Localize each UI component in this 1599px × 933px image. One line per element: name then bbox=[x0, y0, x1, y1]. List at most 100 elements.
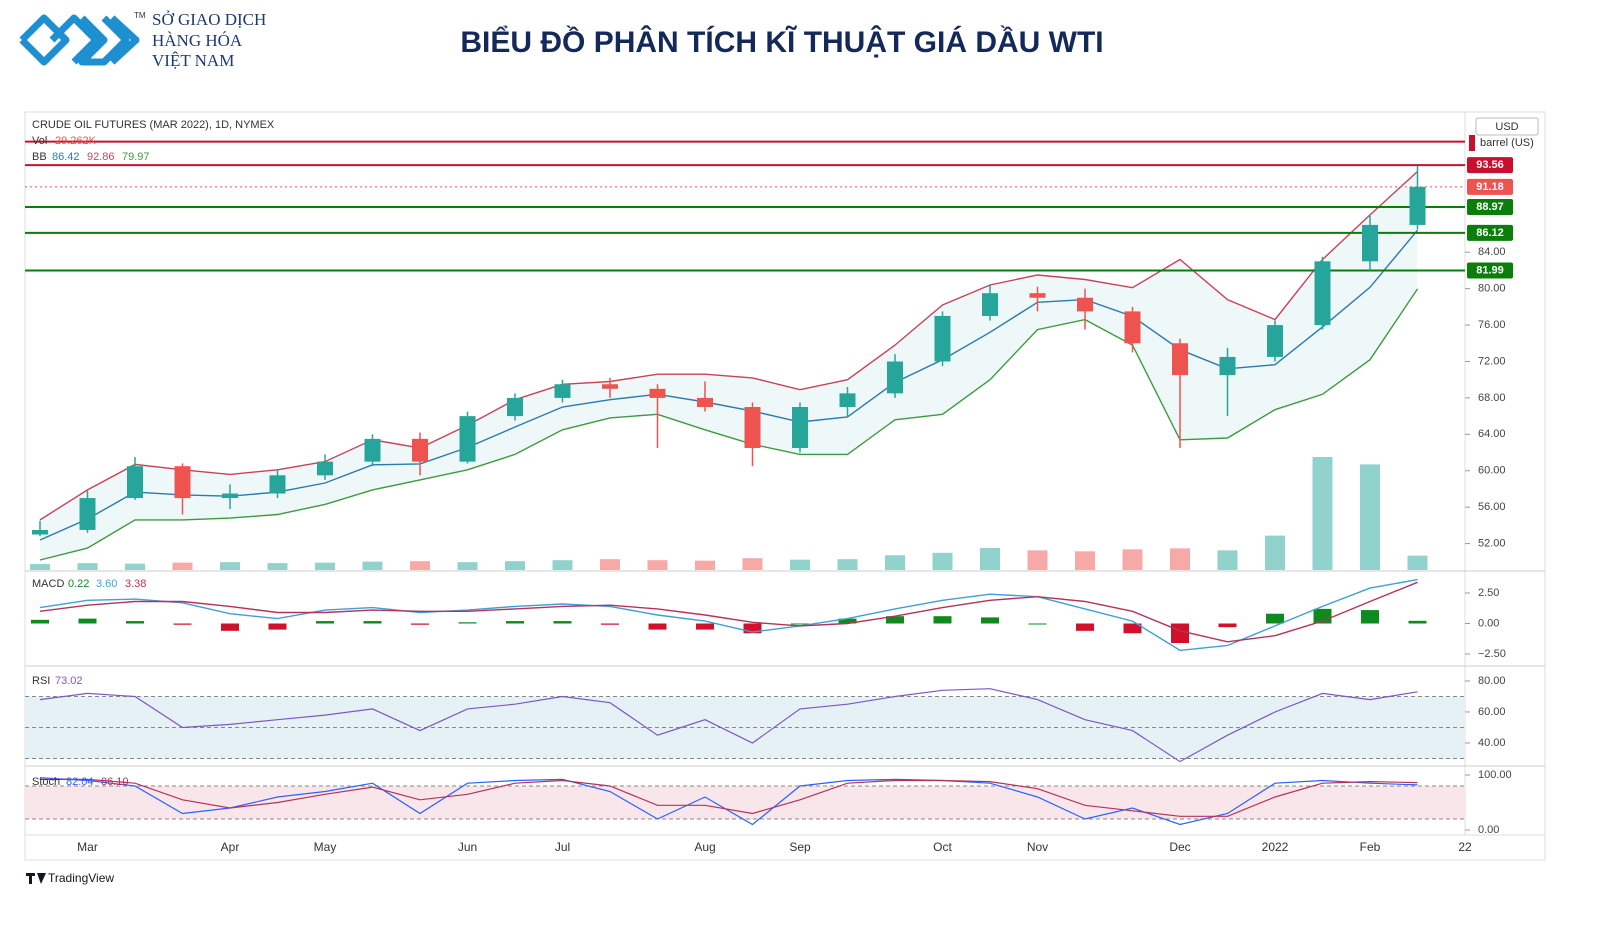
candle-body bbox=[222, 493, 238, 499]
macd-histogram bbox=[1408, 620, 1427, 624]
volume-bar bbox=[1027, 550, 1048, 570]
legend-value: 79.97 bbox=[122, 151, 150, 163]
candle-body bbox=[1172, 343, 1188, 376]
candle-body bbox=[79, 498, 96, 530]
legend-label: MACD bbox=[32, 578, 64, 590]
logo-tm: TM bbox=[134, 11, 146, 20]
y-tick-label: 0.00 bbox=[1478, 824, 1499, 836]
logo-shape bbox=[19, 14, 70, 66]
volume-bar bbox=[932, 552, 953, 570]
x-tick-label: Aug bbox=[694, 840, 715, 854]
macd-histogram bbox=[1266, 613, 1284, 624]
volume-bar bbox=[1265, 535, 1285, 570]
level-label-box bbox=[1467, 198, 1513, 215]
bb-fill bbox=[40, 171, 1418, 560]
unit-marker bbox=[1469, 135, 1475, 151]
volume-bar bbox=[1170, 548, 1190, 570]
level-label-box bbox=[1467, 262, 1513, 279]
macd-histogram bbox=[506, 621, 524, 624]
macd-histogram bbox=[173, 623, 192, 625]
volume-bar bbox=[267, 563, 288, 570]
candle-body bbox=[317, 461, 333, 476]
macd-histogram bbox=[553, 621, 572, 624]
macd-histogram bbox=[696, 623, 714, 630]
macd-histogram bbox=[791, 623, 809, 625]
candle-body bbox=[1124, 311, 1141, 344]
legend-value: 29.262K bbox=[55, 135, 97, 147]
candle-body bbox=[459, 416, 476, 462]
volume-bar bbox=[1407, 555, 1428, 570]
candle-body bbox=[887, 361, 903, 394]
plot: 93.56 91.18 88.97 86.12 81.99 52.00 56.00 60.00… bbox=[25, 140, 1513, 854]
volume-bar bbox=[410, 561, 430, 570]
bb-upper bbox=[39, 170, 1418, 521]
candle-body bbox=[1267, 325, 1283, 357]
candle-body bbox=[934, 315, 951, 362]
y-tick-label: 52.00 bbox=[1478, 538, 1506, 550]
candle-body bbox=[127, 466, 143, 499]
candle-body bbox=[174, 466, 191, 499]
macd-histogram bbox=[1361, 610, 1379, 624]
level-label: 91.18 bbox=[1476, 181, 1504, 193]
macd-histogram bbox=[268, 623, 287, 630]
x-tick-label: Oct bbox=[933, 840, 952, 854]
unit: barrel (US) bbox=[1480, 137, 1534, 149]
level-label: 86.12 bbox=[1476, 227, 1504, 239]
macd-histogram bbox=[1171, 623, 1189, 644]
volume-bar bbox=[790, 559, 810, 570]
macd-histogram bbox=[601, 623, 619, 625]
x-tick-label: Nov bbox=[1027, 840, 1048, 854]
x-tick-label: Feb bbox=[1360, 840, 1381, 854]
macd-histogram bbox=[31, 619, 49, 624]
volume-bar bbox=[695, 560, 715, 570]
volume-bar bbox=[125, 563, 145, 570]
legend-label: BB bbox=[32, 151, 47, 163]
y-tick-label: 80.00 bbox=[1478, 675, 1506, 687]
unit-box bbox=[1475, 117, 1539, 136]
x-tick-label: May bbox=[314, 840, 337, 854]
volume-bar bbox=[505, 561, 525, 570]
legend-label: Vol bbox=[32, 135, 47, 147]
candle-body bbox=[697, 397, 713, 408]
macd-histogram bbox=[411, 623, 429, 625]
logo-text: SỞ GIAO DỊCH bbox=[152, 10, 266, 29]
macd-histogram bbox=[933, 616, 952, 624]
level-band bbox=[25, 696, 1465, 759]
symbol-title: CRUDE OIL FUTURES (MAR 2022), 1D, NYMEX bbox=[32, 119, 275, 131]
x-tick-label: 22 bbox=[1458, 840, 1472, 854]
legend-value: 86.10 bbox=[101, 776, 129, 788]
legend-label: Stoch bbox=[32, 776, 60, 788]
currency: USD bbox=[1495, 121, 1518, 133]
candle-body bbox=[412, 438, 428, 462]
x-tick-label: Sep bbox=[789, 840, 811, 854]
y-tick-label: 0.00 bbox=[1478, 617, 1499, 629]
y-tick-label: 60.00 bbox=[1478, 706, 1506, 718]
legend-label: RSI bbox=[32, 675, 50, 687]
macd-histogram bbox=[458, 622, 477, 624]
x-tick-label: Mar bbox=[77, 840, 98, 854]
y-tick-label: 100.00 bbox=[1478, 769, 1512, 781]
level-label: 93.56 bbox=[1476, 159, 1504, 171]
candle-body bbox=[554, 384, 571, 398]
brand: TradingView bbox=[48, 871, 114, 885]
volume-bar bbox=[457, 562, 478, 570]
level-label-box bbox=[1467, 224, 1513, 241]
macd-histogram bbox=[1028, 623, 1047, 625]
candle-body bbox=[649, 388, 666, 398]
volume-bar bbox=[315, 562, 335, 570]
volume-bar bbox=[1360, 464, 1380, 570]
legend-value: 3.38 bbox=[125, 578, 146, 590]
y-tick-label: 76.00 bbox=[1478, 319, 1506, 331]
candle-body bbox=[269, 475, 286, 494]
legend-value: 0.22 bbox=[68, 578, 89, 590]
brand-logo bbox=[26, 873, 46, 884]
x-tick-label: Jul bbox=[555, 840, 570, 854]
candle-body bbox=[32, 529, 48, 535]
volume-bar bbox=[980, 547, 1000, 570]
volume-bar bbox=[1312, 457, 1333, 570]
legend-value: 3.60 bbox=[96, 578, 117, 590]
volume-bar bbox=[172, 562, 193, 570]
macd-histogram bbox=[648, 623, 667, 630]
volume-bar bbox=[885, 555, 905, 570]
